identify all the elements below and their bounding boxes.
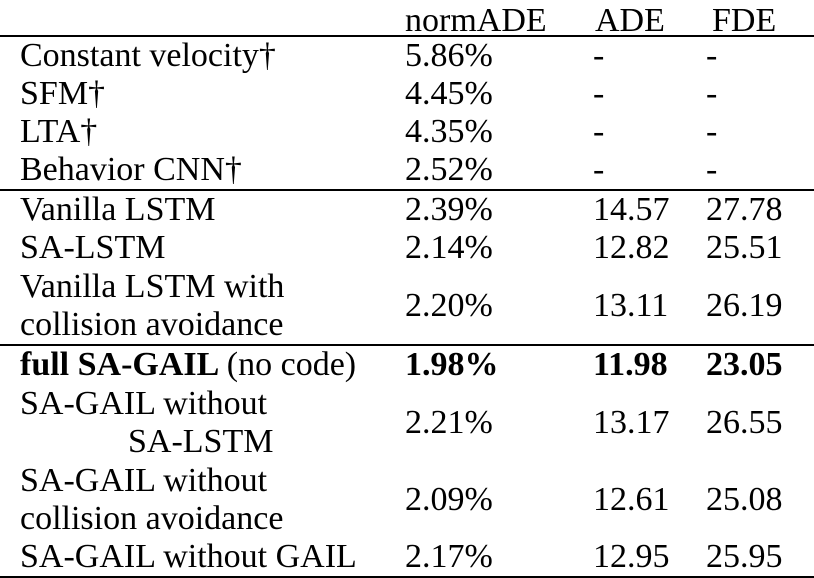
normade-cell: 4.45% [405,75,493,112]
table-header-row: normADE ADE FDE [0,0,814,39]
normade-cell: 2.14% [405,229,493,266]
ade-cell: 14.57 [593,191,670,228]
col-header-ade: ADE [595,2,665,39]
ade-cell: - [593,37,605,74]
method-line-2: collision avoidance [20,305,284,343]
fde-cell: - [706,113,718,150]
normade-cell: 1.98% [405,346,499,383]
method-cell: Constant velocity† [20,37,276,74]
fde-cell: - [706,151,718,188]
method-cell: Vanilla LSTM [20,191,216,228]
method-note-text: (no code) [226,346,357,383]
table-row: SA-GAIL without SA-LSTM 2.21% 13.17 26.5… [0,384,814,461]
fde-cell: 26.55 [706,403,783,441]
section-baselines: Constant velocity† 5.86% - - SFM† 4.45% … [0,37,814,189]
method-cell: Vanilla LSTM with collision avoidance [0,268,405,344]
normade-cell: 5.86% [405,37,493,74]
method-line-1: SA-GAIL without [20,461,268,499]
ade-cell: 12.95 [593,538,670,575]
method-line-1: Vanilla LSTM with [20,267,285,305]
normade-cell: 2.20% [405,286,493,324]
ade-cell: 13.11 [593,286,669,324]
col-header-normade: normADE [405,2,547,39]
fde-cell: 26.19 [706,286,783,324]
normade-cell: 2.17% [405,538,493,575]
col-header-fde: FDE [712,2,777,39]
table-row: Vanilla LSTM with collision avoidance 2.… [0,267,814,344]
fde-cell: - [706,75,718,112]
table-row: SA-LSTM 2.14% 12.82 25.51 [0,229,814,267]
fde-cell: 27.78 [706,191,783,228]
fde-cell: - [706,37,718,74]
fde-cell: 25.08 [706,480,783,518]
table-row: SFM† 4.45% - - [0,75,814,113]
table-row: Vanilla LSTM 2.39% 14.57 27.78 [0,191,814,229]
table-row: LTA† 4.35% - - [0,113,814,151]
section-sagail-ablations: full SA-GAIL (no code) 1.98% 11.98 23.05 … [0,344,814,576]
method-line-2: collision avoidance [20,499,284,537]
table-row: Behavior CNN† 2.52% - - [0,151,814,189]
fde-cell: 25.95 [706,538,783,575]
section-lstm-variants: Vanilla LSTM 2.39% 14.57 27.78 SA-LSTM 2… [0,189,814,344]
table-row: SA-GAIL without collision avoidance 2.09… [0,461,814,538]
fde-cell: 23.05 [706,346,783,383]
method-bold-text: full SA-GAIL [20,346,220,383]
ade-cell: - [593,151,605,188]
normade-cell: 2.52% [405,151,493,188]
fde-cell: 25.51 [706,229,783,266]
ade-cell: 12.82 [593,229,670,266]
table-row: SA-GAIL without GAIL 2.17% 12.95 25.95 [0,538,814,576]
ade-cell: 13.17 [593,403,670,441]
method-cell: SFM† [20,75,106,112]
normade-cell: 4.35% [405,113,493,150]
normade-cell: 2.39% [405,191,493,228]
ade-cell: - [593,75,605,112]
method-cell: SA-GAIL without GAIL [20,538,357,575]
table-row: Constant velocity† 5.86% - - [0,37,814,75]
method-line-2: SA-LSTM [128,422,274,460]
method-line-1: SA-GAIL without [20,384,268,422]
ade-cell: - [593,113,605,150]
normade-cell: 2.09% [405,480,493,518]
method-cell: Behavior CNN† [20,151,242,188]
ade-cell: 11.98 [593,346,668,383]
method-cell: SA-GAIL without collision avoidance [0,462,405,538]
method-cell: SA-GAIL without SA-LSTM [0,385,405,461]
table-row-best: full SA-GAIL (no code) 1.98% 11.98 23.05 [0,346,814,384]
ade-cell: 12.61 [593,480,670,518]
method-cell: LTA† [20,113,98,150]
normade-cell: 2.21% [405,403,493,441]
method-cell: full SA-GAIL (no code) [0,346,405,384]
method-cell: SA-LSTM [20,229,166,266]
